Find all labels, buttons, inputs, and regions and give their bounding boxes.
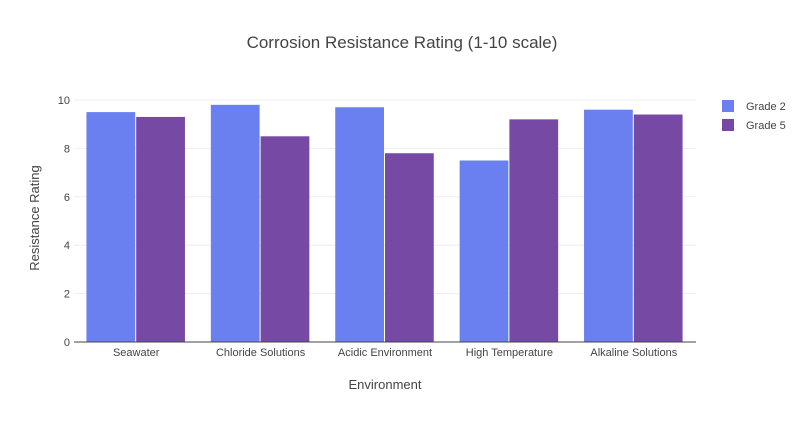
chart-title: Corrosion Resistance Rating (1-10 scale) <box>247 33 558 52</box>
bar-grade-2-high-temperature[interactable] <box>459 160 509 343</box>
y-tick-label: 10 <box>58 95 70 107</box>
legend: Grade 2 Grade 5 <box>722 100 786 132</box>
bar-grade-5-chloride-solutions[interactable] <box>260 136 310 342</box>
legend-label: Grade 2 <box>746 101 786 113</box>
x-tick-label: Chloride Solutions <box>216 347 306 359</box>
bar-grade-2-alkaline-solutions[interactable] <box>584 109 633 343</box>
bar-grade-5-seawater[interactable] <box>136 116 185 342</box>
bar-grade-5-high-temperature[interactable] <box>509 119 559 342</box>
legend-item-grade-5[interactable]: Grade 5 <box>722 119 786 132</box>
y-axis-ticks: 0 2 4 6 8 10 <box>58 95 70 349</box>
y-tick-label: 0 <box>64 337 70 349</box>
bar-grade-2-chloride-solutions[interactable] <box>210 104 260 342</box>
legend-item-grade-2[interactable]: Grade 2 <box>722 100 786 113</box>
y-tick-label: 4 <box>64 240 70 252</box>
y-tick-label: 2 <box>64 289 70 301</box>
legend-label: Grade 5 <box>746 120 786 132</box>
x-tick-label: Acidic Environment <box>338 347 432 359</box>
x-tick-label: High Temperature <box>466 347 553 359</box>
legend-swatch <box>722 119 734 131</box>
bar-grade-2-seawater[interactable] <box>86 112 136 342</box>
legend-swatch <box>722 100 734 112</box>
bar-grade-5-alkaline-solutions[interactable] <box>633 114 683 343</box>
x-tick-label: Alkaline Solutions <box>590 347 677 359</box>
bar-grade-2-acidic-environment[interactable] <box>335 107 384 342</box>
x-tick-label: Seawater <box>113 347 160 359</box>
y-tick-label: 8 <box>64 143 70 155</box>
bar-grade-5-acidic-environment[interactable] <box>385 153 434 342</box>
y-tick-label: 6 <box>64 192 70 204</box>
x-axis-title: Environment <box>349 377 422 392</box>
y-axis-title: Resistance Rating <box>27 165 42 271</box>
bars <box>86 104 683 343</box>
x-axis-ticks: Seawater Chloride Solutions Acidic Environ… <box>113 347 678 359</box>
